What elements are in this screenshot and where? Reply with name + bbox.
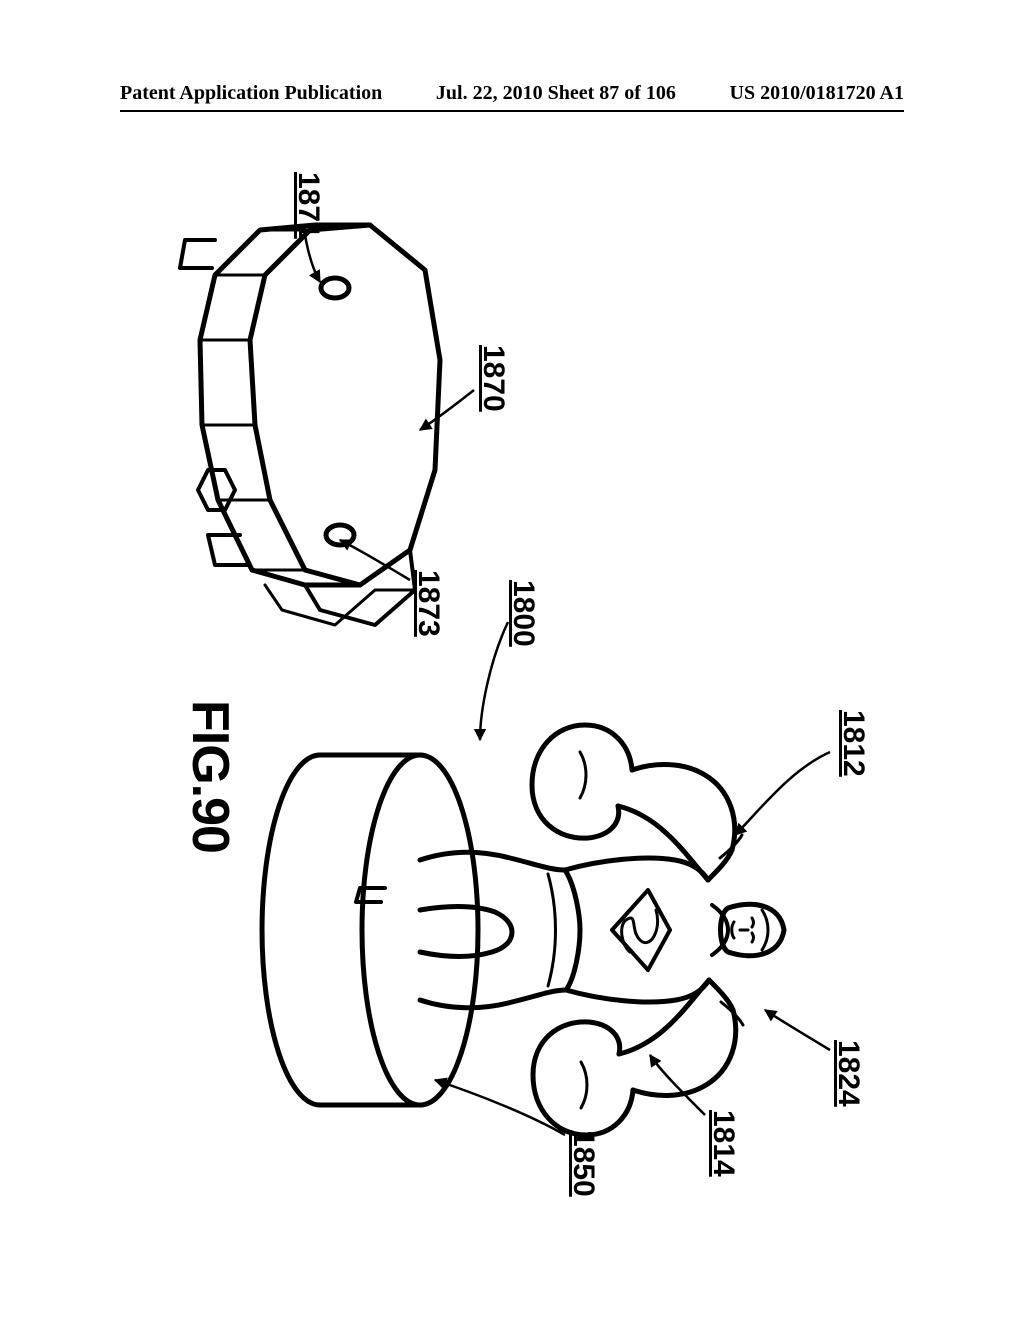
- ref-1871: 1871: [291, 172, 325, 239]
- header-right: US 2010/0181720 A1: [730, 82, 904, 105]
- ref-1814: 1814: [706, 1110, 740, 1177]
- figure-content-rotated: 1812 1824 1814 1800 1850 1870 1873 1871 …: [140, 170, 880, 1220]
- ref-1850: 1850: [566, 1130, 600, 1197]
- figure-area: 1812 1824 1814 1800 1850 1870 1873 1871 …: [140, 170, 880, 1220]
- patent-drawing: [140, 170, 880, 1220]
- ref-1873: 1873: [411, 570, 445, 637]
- ref-1800: 1800: [506, 580, 540, 647]
- header-center: Jul. 22, 2010 Sheet 87 of 106: [436, 82, 676, 105]
- page-header: Patent Application Publication Jul. 22, …: [0, 82, 1024, 105]
- header-left: Patent Application Publication: [120, 82, 382, 105]
- ref-1812: 1812: [836, 710, 870, 777]
- header-rule: [120, 110, 904, 112]
- ref-1870: 1870: [476, 345, 510, 412]
- ref-1824: 1824: [831, 1040, 865, 1107]
- patent-page: Patent Application Publication Jul. 22, …: [0, 0, 1024, 1320]
- figure-caption: FIG.90: [180, 700, 240, 853]
